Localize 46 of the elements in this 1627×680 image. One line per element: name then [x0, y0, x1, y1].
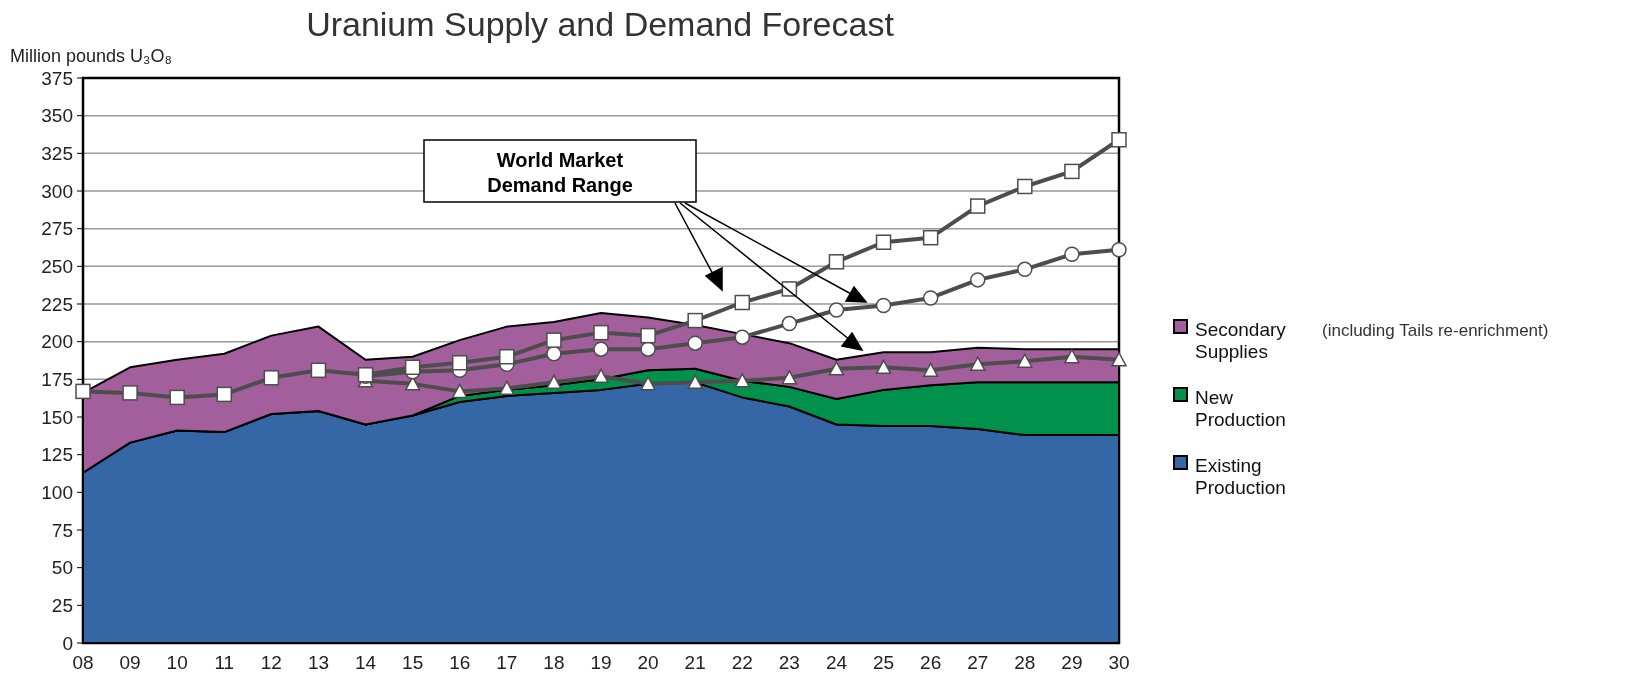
y-tick-label: 175: [41, 368, 73, 390]
x-tick-label: 18: [543, 652, 565, 673]
x-tick-label: 13: [307, 652, 330, 673]
x-tick-label: 27: [967, 652, 989, 673]
x-tick-label: 14: [354, 652, 377, 673]
y-tick-label: 275: [41, 218, 73, 240]
y-tick-label: 375: [41, 67, 73, 89]
y-tick-label: 25: [51, 594, 73, 616]
y-tick-label: 325: [41, 142, 73, 164]
x-tick-label: 29: [1061, 652, 1083, 673]
x-tick-label: 12: [260, 652, 282, 673]
y-axis-title: Million pounds U₃O₈: [10, 46, 172, 66]
x-tick-label: 22: [731, 652, 753, 673]
y-tick-label: 125: [41, 444, 73, 466]
y-tick-label: 50: [51, 557, 73, 579]
x-tick-label: 21: [684, 652, 706, 673]
x-tick-label: 24: [825, 652, 848, 673]
legend-label: Existing Production: [1195, 454, 1286, 498]
x-tick-label: 30: [1108, 652, 1130, 673]
chart-title: Uranium Supply and Demand Forecast: [306, 5, 895, 43]
x-tick-label: 08: [72, 652, 94, 673]
x-tick-label: 10: [166, 652, 188, 673]
text: (including Tails re-enrichment): [1322, 321, 1549, 340]
x-tick-label: 26: [920, 652, 942, 673]
y-tick-label: 225: [41, 293, 73, 315]
y-tick-label: 250: [41, 255, 73, 277]
x-tick-label: 28: [1014, 652, 1036, 673]
legend-label: Secondary Supplies: [1195, 318, 1287, 362]
y-tick-label: 100: [41, 481, 73, 503]
x-tick-label: 20: [637, 652, 659, 673]
x-tick-label: 15: [402, 652, 424, 673]
annotation: World Market Demand Range: [487, 149, 633, 196]
x-tick-label: 25: [872, 652, 895, 673]
x-tick-label: 11: [214, 652, 235, 673]
y-tick-label: 0: [62, 632, 73, 654]
legend-label: New Production: [1195, 386, 1286, 430]
y-tick-label: 300: [41, 180, 73, 202]
x-tick-label: 09: [119, 652, 141, 673]
y-tick-label: 350: [41, 105, 73, 127]
y-tick-label: 200: [41, 331, 73, 353]
x-tick-label: 16: [449, 652, 471, 673]
x-tick-label: 23: [778, 652, 800, 673]
x-tick-label: 19: [590, 652, 612, 673]
y-tick-label: 75: [51, 519, 73, 541]
y-tick-label: 150: [41, 406, 73, 428]
x-tick-label: 17: [496, 652, 518, 673]
